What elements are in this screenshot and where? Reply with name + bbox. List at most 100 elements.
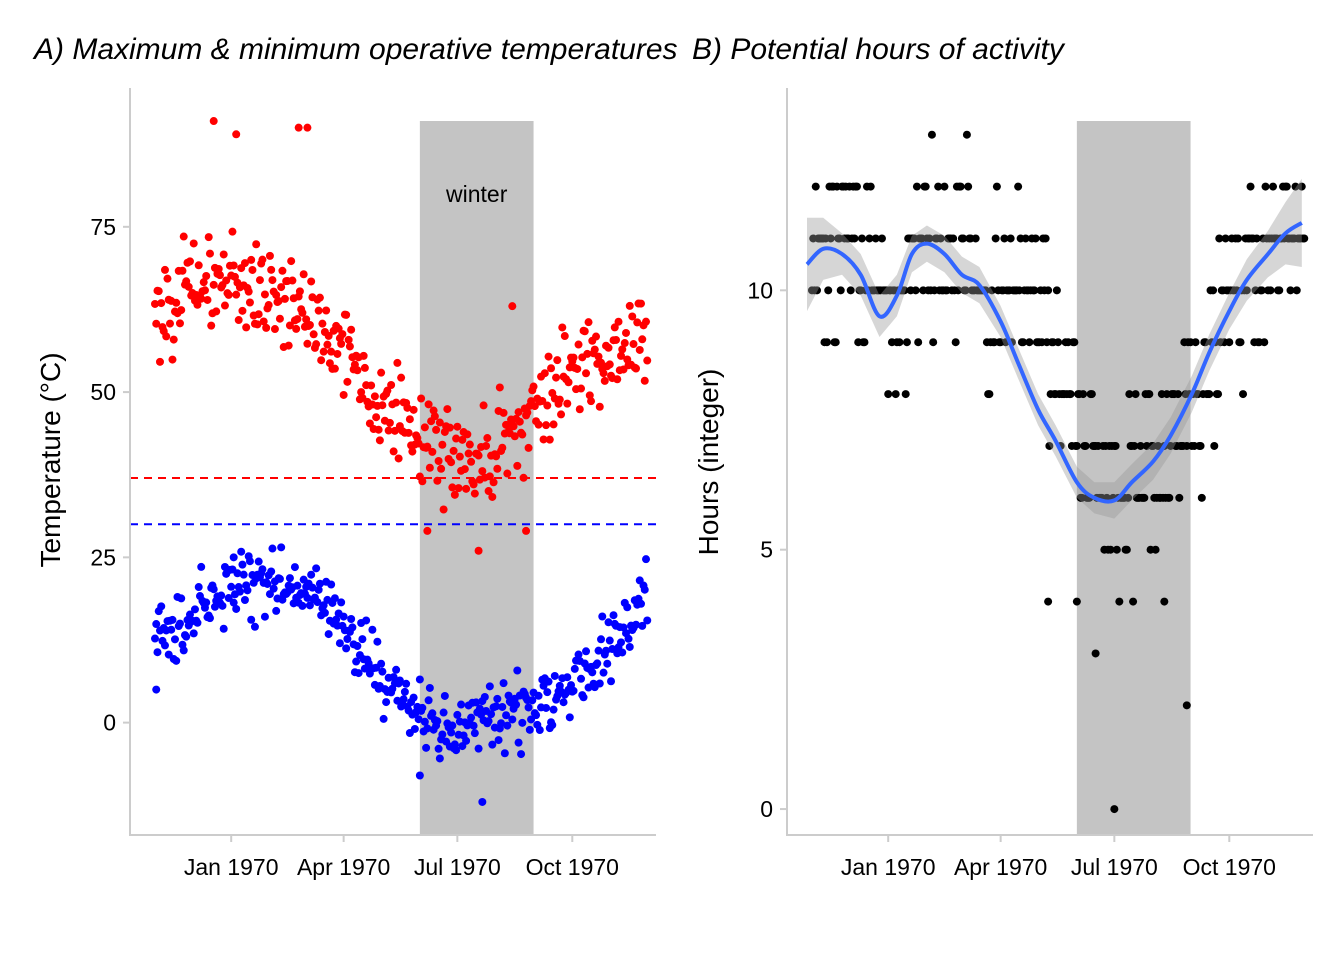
x-tick-label: Apr 1970 (954, 854, 1047, 880)
max-temp-point (437, 464, 446, 473)
max-temp-point (344, 335, 353, 344)
min-temp-point (373, 637, 382, 646)
max-temp-point (338, 330, 347, 339)
hours-point (949, 234, 958, 243)
max-temp-point (375, 436, 384, 445)
max-temp-point (214, 264, 223, 273)
panel-a-x-ticks: Jan 1970 Apr 1970 Jul 1970 Oct 1970 (184, 835, 619, 880)
min-temp-point (237, 547, 246, 556)
max-temp-point (618, 345, 627, 354)
hours-point (1266, 286, 1275, 295)
hours-point (1236, 338, 1245, 347)
max-temp-point (604, 343, 613, 352)
min-temp-point (339, 612, 348, 621)
min-temp-point (348, 623, 357, 632)
panel-b-y-axis-label: Hours (integer) (693, 369, 724, 556)
min-temp-point (320, 608, 329, 617)
max-temp-point (317, 356, 326, 365)
max-temp-point (523, 408, 532, 417)
max-temp-point (633, 318, 642, 327)
max-temp-point (503, 469, 512, 478)
min-temp-point (457, 700, 466, 709)
max-temp-point (592, 332, 601, 341)
max-temp-point (394, 454, 403, 463)
min-temp-point (275, 574, 284, 583)
min-temp-point (498, 702, 507, 711)
max-temp-point (204, 233, 213, 242)
hours-point (927, 130, 936, 139)
max-temp-point (343, 377, 352, 386)
panel-a-title: A) Maximum & minimum operative temperatu… (32, 33, 678, 66)
hours-point (1291, 182, 1300, 191)
min-temp-point (290, 563, 299, 572)
max-temp-point (495, 383, 504, 392)
max-temp-point (635, 345, 644, 354)
min-temp-point (500, 749, 509, 758)
min-temp-point (602, 646, 611, 655)
max-temp-point (629, 340, 638, 349)
min-temp-point (254, 557, 263, 566)
min-temp-point (512, 700, 521, 709)
min-temp-point (395, 676, 404, 685)
min-temp-point (604, 618, 613, 627)
max-temp-point (430, 412, 439, 421)
hours-point (812, 286, 821, 295)
min-temp-point (487, 710, 496, 719)
max-temp-point (418, 477, 427, 486)
max-temp-point (339, 390, 348, 399)
max-temp-point (409, 405, 418, 414)
hours-point (1160, 597, 1169, 606)
hours-point (811, 182, 820, 191)
y-tick-label: 5 (760, 537, 773, 563)
min-temp-point (517, 750, 526, 759)
min-temp-point (570, 664, 579, 673)
max-temp-point (374, 425, 383, 434)
min-temp-point (240, 596, 249, 605)
min-temp-point (382, 698, 391, 707)
max-temp-point (298, 308, 307, 317)
max-temp-point (307, 277, 316, 286)
max-temp-point (450, 490, 459, 499)
max-temp-point (488, 492, 497, 501)
max-temp-point (544, 352, 553, 361)
max-temp-point (295, 287, 304, 296)
max-temp-point (193, 300, 202, 309)
max-temp-point (574, 340, 583, 349)
max-temp-point (387, 381, 396, 390)
min-temp-point (550, 671, 559, 680)
max-temp-point (555, 395, 564, 404)
max-temp-point (165, 319, 174, 328)
min-temp-point (485, 682, 494, 691)
hours-point (1140, 493, 1149, 502)
hours-point (1201, 338, 1210, 347)
hours-point (1286, 286, 1295, 295)
min-temp-point (324, 630, 333, 639)
hours-point (891, 390, 900, 399)
max-temp-point (637, 299, 646, 308)
max-temp-point (577, 384, 586, 393)
max-temp-point (502, 420, 511, 429)
max-temp-point (553, 356, 562, 365)
min-temp-point (637, 599, 646, 608)
max-temp-point (345, 342, 354, 351)
hours-point (1124, 493, 1133, 502)
max-temp-point (405, 415, 414, 424)
min-temp-point (599, 668, 608, 677)
hours-point (954, 286, 963, 295)
max-temp-point (353, 366, 362, 375)
max-temp-point (449, 446, 458, 455)
hours-point (1257, 286, 1266, 295)
max-temp-point (573, 364, 582, 373)
hours-point (911, 286, 920, 295)
hours-point (1110, 805, 1119, 814)
max-temp-point (425, 463, 434, 472)
min-temp-point (342, 644, 351, 653)
min-temp-point (269, 584, 278, 593)
min-temp-point (330, 594, 339, 603)
min-temp-point (170, 635, 179, 644)
hours-point (826, 234, 835, 243)
hours-point (902, 338, 911, 347)
max-temp-point (264, 301, 273, 310)
min-temp-point (594, 646, 603, 655)
min-temp-point (428, 709, 437, 718)
